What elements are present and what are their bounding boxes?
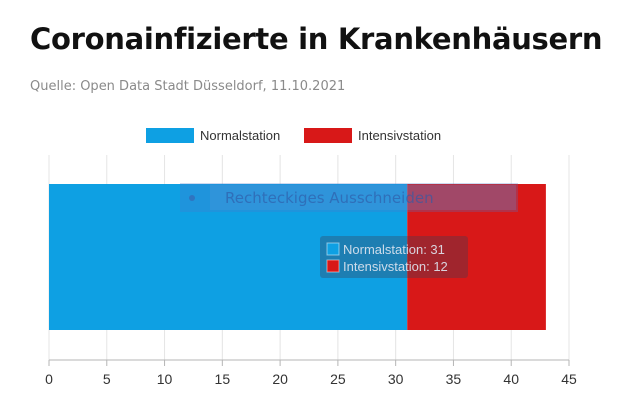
legend-swatch-intensivstation[interactable]: [304, 128, 352, 143]
bars: [49, 184, 546, 330]
legend-label-intensivstation[interactable]: Intensivstation: [358, 128, 441, 143]
x-tick-label-35: 35: [446, 371, 462, 387]
x-tick-label-20: 20: [272, 371, 288, 387]
tooltip-line-intensivstation: Intensivstation: 12: [343, 259, 448, 274]
x-tick-label-0: 0: [45, 371, 53, 387]
x-tick-label-15: 15: [215, 371, 231, 387]
bar-intensivstation[interactable]: [407, 184, 546, 330]
tooltip-box: [320, 236, 468, 278]
x-tick-label-25: 25: [330, 371, 346, 387]
snip-overlay: Rechteckiges Ausschneiden: [180, 183, 518, 212]
x-tick-label-30: 30: [388, 371, 404, 387]
snip-overlay-label-box: [210, 185, 516, 210]
legend-label-normalstation[interactable]: Normalstation: [200, 128, 280, 143]
x-tick-label-10: 10: [157, 371, 173, 387]
tooltip-swatch-intensivstation: [326, 259, 340, 273]
x-tick-label-40: 40: [503, 371, 519, 387]
legend: Normalstation Intensivstation: [146, 128, 441, 143]
bar-normalstation[interactable]: [49, 184, 408, 330]
tooltip-swatch-normalstation: [326, 242, 340, 256]
chart-source: Quelle: Open Data Stadt Düsseldorf, 11.1…: [30, 79, 346, 94]
snip-overlay-label: Rechteckiges Ausschneiden: [225, 189, 434, 207]
tooltip: Normalstation: 31 Intensivstation: 12: [320, 236, 468, 278]
x-axis: 0 5 10 15 20 25 30 35 40 45: [45, 359, 577, 387]
tooltip-line-normalstation: Normalstation: 31: [343, 242, 445, 257]
snip-overlay-box: [180, 183, 518, 212]
snip-bullet-icon: [189, 195, 195, 201]
legend-swatch-normalstation[interactable]: [146, 128, 194, 143]
x-tick-label-45: 45: [561, 371, 577, 387]
x-tick-label-5: 5: [103, 371, 111, 387]
chart-title: Coronainfizierte in Krankenhäusern: [30, 22, 603, 56]
